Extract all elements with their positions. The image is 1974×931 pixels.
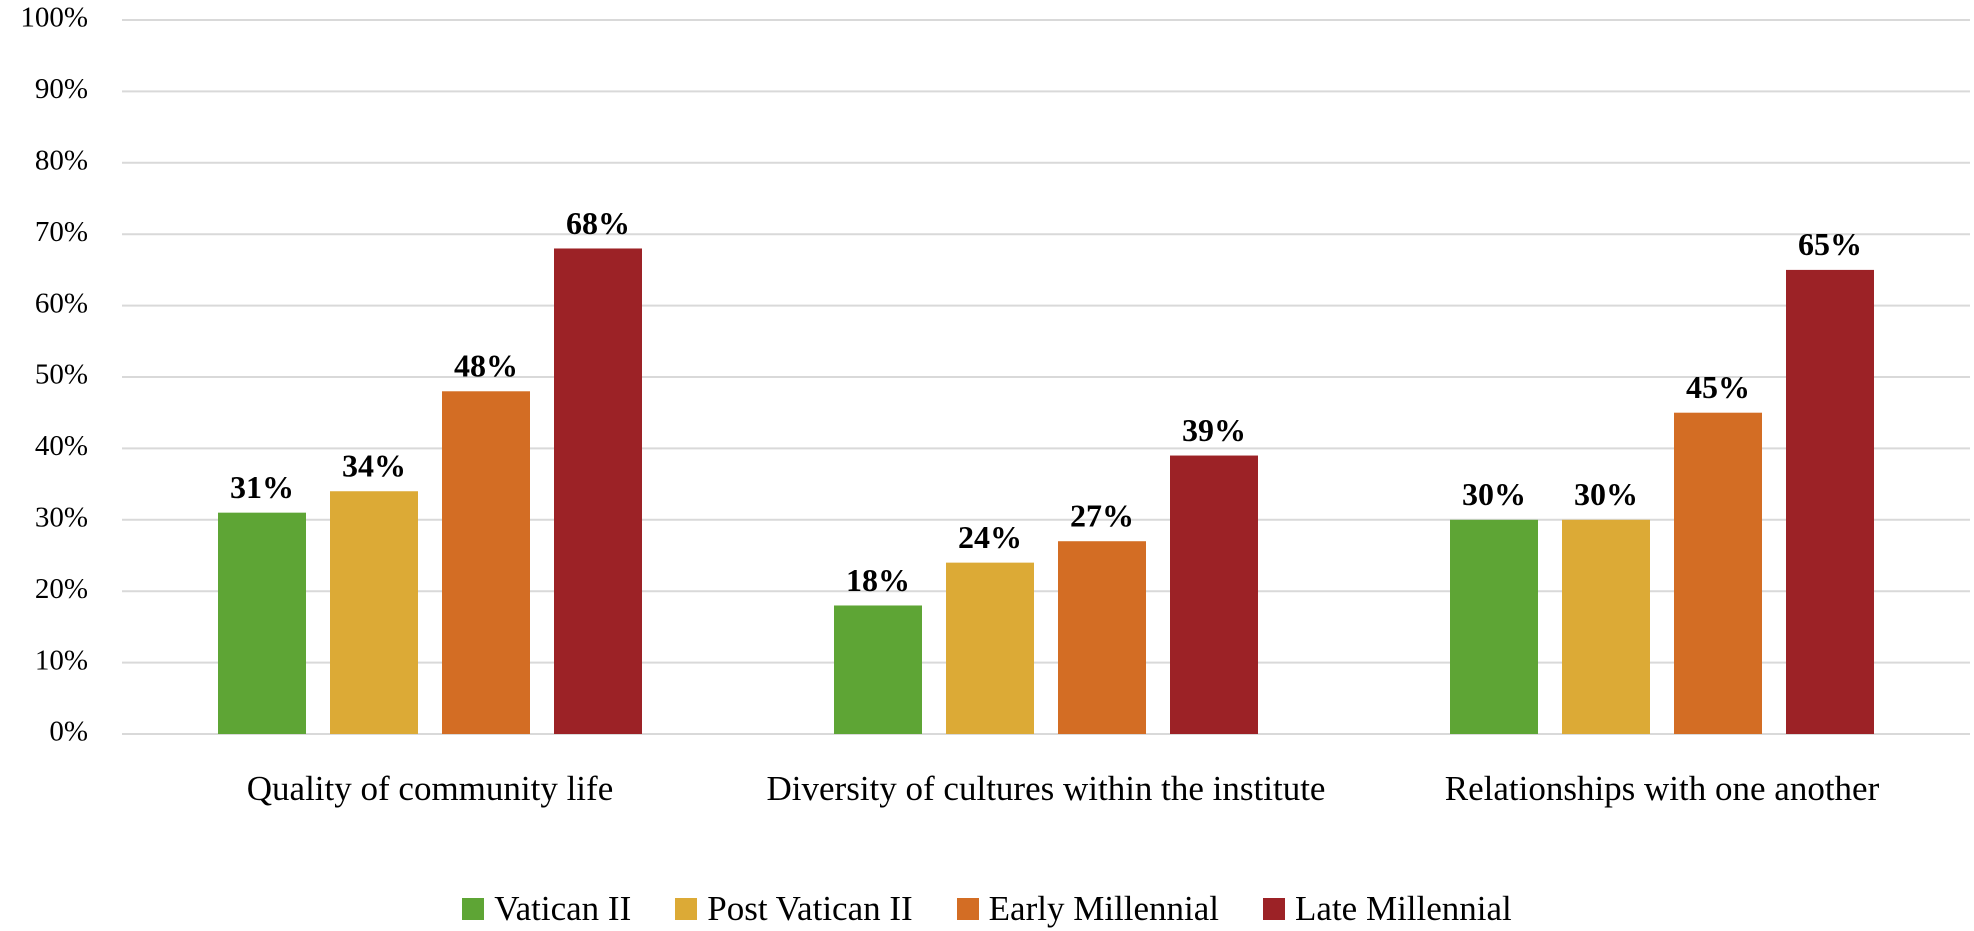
bar [1058,541,1146,734]
legend-swatch [462,898,485,920]
legend-label: Post Vatican II [707,889,913,928]
bar [442,391,530,734]
x-tick-label: Relationships with one another [1444,769,1880,808]
y-tick-label: 40% [35,430,88,462]
y-tick-label: 90% [35,73,88,105]
x-tick-label: Quality of community life [246,769,614,808]
legend-swatch [675,898,698,920]
data-label: 45% [1686,369,1750,405]
legend-item: Vatican II [462,889,631,929]
y-tick-label: 20% [35,573,88,605]
data-label: 31% [230,469,294,505]
bar [1786,269,1874,734]
data-label: 30% [1574,476,1638,512]
data-label: 18% [846,562,910,598]
legend-item: Late Millennial [1263,889,1512,929]
bar [218,512,306,734]
data-label: 68% [566,205,630,241]
bar [1170,455,1258,734]
data-label: 48% [454,348,518,384]
legend-label: Vatican II [494,889,632,928]
data-label: 30% [1462,476,1526,512]
data-label: 24% [958,519,1022,555]
bar [946,562,1034,734]
bar [554,248,642,735]
bar [1450,519,1538,734]
data-label: 27% [1070,498,1134,534]
y-tick-label: 60% [35,287,88,319]
bar [330,491,418,734]
y-tick-label: 100% [20,2,88,34]
bar [1674,412,1762,734]
legend-item: Early Millennial [956,889,1220,929]
data-label: 65% [1798,226,1862,262]
data-label: 34% [342,448,406,484]
legend-label: Late Millennial [1295,889,1512,928]
bar [834,605,922,734]
data-label: 39% [1182,412,1246,448]
y-tick-label: 80% [35,144,88,176]
y-tick-label: 30% [35,501,88,533]
y-tick-label: 50% [35,359,88,391]
legend: Vatican II Post Vatican II Early Millennia… [0,889,1974,929]
bar [1562,519,1650,734]
y-tick-label: 70% [35,216,88,248]
y-tick-label: 0% [49,716,88,748]
x-tick-label: Diversity of cultures within the institu… [766,769,1326,808]
legend-item: Post Vatican II [675,889,913,929]
legend-swatch [1263,898,1286,920]
legend-label: Early Millennial [988,889,1220,928]
legend-swatch [956,898,979,920]
y-tick-label: 10% [35,644,88,676]
